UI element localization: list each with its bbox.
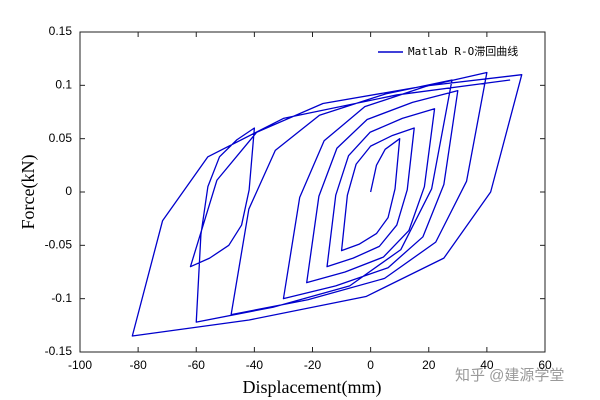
- y-tick-label: -0.05: [45, 238, 73, 252]
- y-tick-label: -0.1: [51, 291, 72, 305]
- y-tick-label: 0.1: [55, 78, 72, 92]
- x-tick-label: 60: [538, 358, 552, 372]
- x-tick-label: 20: [422, 358, 436, 372]
- y-tick-label: 0: [65, 184, 72, 198]
- x-tick-label: -60: [188, 358, 206, 372]
- y-tick-label: -0.15: [45, 344, 73, 358]
- x-tick-label: -20: [304, 358, 322, 372]
- legend-label: Matlab R-O滞回曲线: [408, 44, 518, 58]
- y-tick-label: 0.05: [49, 131, 73, 145]
- x-tick-label: 0: [367, 358, 374, 372]
- y-tick-label: 0.15: [49, 24, 73, 38]
- y-axis-label: Force(kN): [18, 155, 39, 230]
- x-tick-label: -100: [68, 358, 92, 372]
- x-tick-label: -80: [129, 358, 147, 372]
- x-tick-label: 40: [480, 358, 494, 372]
- series-line: [131, 71, 523, 337]
- watermark: 知乎 @建源学堂: [455, 367, 564, 384]
- x-tick-label: -40: [246, 358, 264, 372]
- x-axis-label: Displacement(mm): [243, 377, 382, 398]
